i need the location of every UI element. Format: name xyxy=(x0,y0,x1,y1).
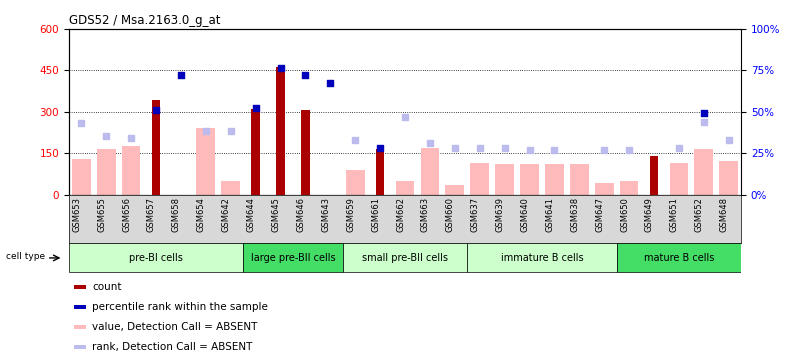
Text: cell type: cell type xyxy=(6,252,45,261)
Bar xyxy=(595,183,613,195)
Bar xyxy=(545,164,564,195)
Text: count: count xyxy=(92,282,122,292)
Text: GSM644: GSM644 xyxy=(246,197,256,232)
Point xyxy=(672,145,685,151)
Bar xyxy=(343,243,467,272)
Point xyxy=(473,145,486,151)
Point xyxy=(299,72,312,78)
Text: GSM658: GSM658 xyxy=(172,197,181,232)
Bar xyxy=(719,161,738,195)
Bar xyxy=(301,110,309,195)
Text: GSM639: GSM639 xyxy=(496,197,505,232)
Bar xyxy=(151,101,160,195)
Point xyxy=(274,66,287,71)
Text: GSM637: GSM637 xyxy=(471,197,480,232)
Bar xyxy=(616,243,741,272)
Text: large pre-BII cells: large pre-BII cells xyxy=(250,253,335,263)
Text: value, Detection Call = ABSENT: value, Detection Call = ABSENT xyxy=(92,322,258,332)
Point xyxy=(424,140,437,146)
Text: GSM660: GSM660 xyxy=(446,197,454,232)
Text: GSM662: GSM662 xyxy=(396,197,405,232)
Bar xyxy=(251,109,260,195)
Text: GSM643: GSM643 xyxy=(322,197,330,232)
Bar xyxy=(75,325,87,329)
Text: pre-BI cells: pre-BI cells xyxy=(129,253,183,263)
Text: GSM655: GSM655 xyxy=(97,197,106,232)
Text: small pre-BII cells: small pre-BII cells xyxy=(362,253,448,263)
Text: GSM647: GSM647 xyxy=(595,197,604,232)
Point xyxy=(498,145,511,151)
Text: GSM650: GSM650 xyxy=(620,197,629,232)
Bar xyxy=(75,345,87,349)
Bar xyxy=(446,185,464,195)
Bar xyxy=(122,146,140,195)
Point xyxy=(548,147,561,152)
Point xyxy=(249,105,262,111)
Bar xyxy=(75,285,87,289)
Text: GSM649: GSM649 xyxy=(645,197,654,232)
Bar xyxy=(276,67,285,195)
Bar xyxy=(69,243,243,272)
Text: immature B cells: immature B cells xyxy=(501,253,583,263)
Text: GSM652: GSM652 xyxy=(695,197,704,232)
Text: GSM663: GSM663 xyxy=(421,197,430,232)
Point xyxy=(125,135,138,141)
Text: mature B cells: mature B cells xyxy=(644,253,714,263)
Point xyxy=(324,80,337,86)
Bar xyxy=(346,170,364,195)
Text: percentile rank within the sample: percentile rank within the sample xyxy=(92,302,268,312)
Text: GSM657: GSM657 xyxy=(147,197,156,232)
Text: GSM654: GSM654 xyxy=(197,197,206,232)
Point xyxy=(697,110,710,116)
Text: GSM661: GSM661 xyxy=(371,197,380,232)
Point xyxy=(373,145,386,151)
Bar xyxy=(495,164,514,195)
Text: GSM659: GSM659 xyxy=(346,197,356,232)
Point xyxy=(598,147,611,152)
Point xyxy=(697,119,710,124)
Point xyxy=(75,120,87,126)
Text: GSM653: GSM653 xyxy=(72,197,81,232)
Text: GSM646: GSM646 xyxy=(296,197,305,232)
Point xyxy=(448,145,461,151)
Bar xyxy=(467,243,616,272)
Point xyxy=(199,129,212,134)
Bar xyxy=(670,163,688,195)
Bar xyxy=(694,149,713,195)
Point xyxy=(174,72,187,78)
Point xyxy=(349,137,362,143)
Bar xyxy=(420,147,439,195)
Point xyxy=(100,134,113,139)
Text: GSM638: GSM638 xyxy=(570,197,579,232)
Bar xyxy=(72,159,91,195)
Text: GSM642: GSM642 xyxy=(222,197,231,232)
Bar xyxy=(243,243,343,272)
Text: GSM641: GSM641 xyxy=(545,197,554,232)
Bar xyxy=(650,156,659,195)
Point xyxy=(224,129,237,134)
Bar xyxy=(75,305,87,309)
Bar xyxy=(395,181,415,195)
Text: GSM656: GSM656 xyxy=(122,197,131,232)
Text: GSM648: GSM648 xyxy=(720,197,729,232)
Point xyxy=(150,107,163,113)
Text: GDS52 / Msa.2163.0_g_at: GDS52 / Msa.2163.0_g_at xyxy=(69,14,220,27)
Bar xyxy=(570,164,589,195)
Bar xyxy=(471,163,489,195)
Point xyxy=(723,137,735,143)
Text: GSM651: GSM651 xyxy=(670,197,679,232)
Text: GSM645: GSM645 xyxy=(271,197,280,232)
Bar xyxy=(376,149,385,195)
Bar xyxy=(97,149,116,195)
Bar xyxy=(197,128,215,195)
Point xyxy=(623,147,636,152)
Point xyxy=(399,114,411,119)
Bar xyxy=(520,164,539,195)
Bar xyxy=(620,181,638,195)
Text: rank, Detection Call = ABSENT: rank, Detection Call = ABSENT xyxy=(92,342,253,352)
Bar xyxy=(221,181,240,195)
Text: GSM640: GSM640 xyxy=(521,197,530,232)
Point xyxy=(523,147,536,152)
